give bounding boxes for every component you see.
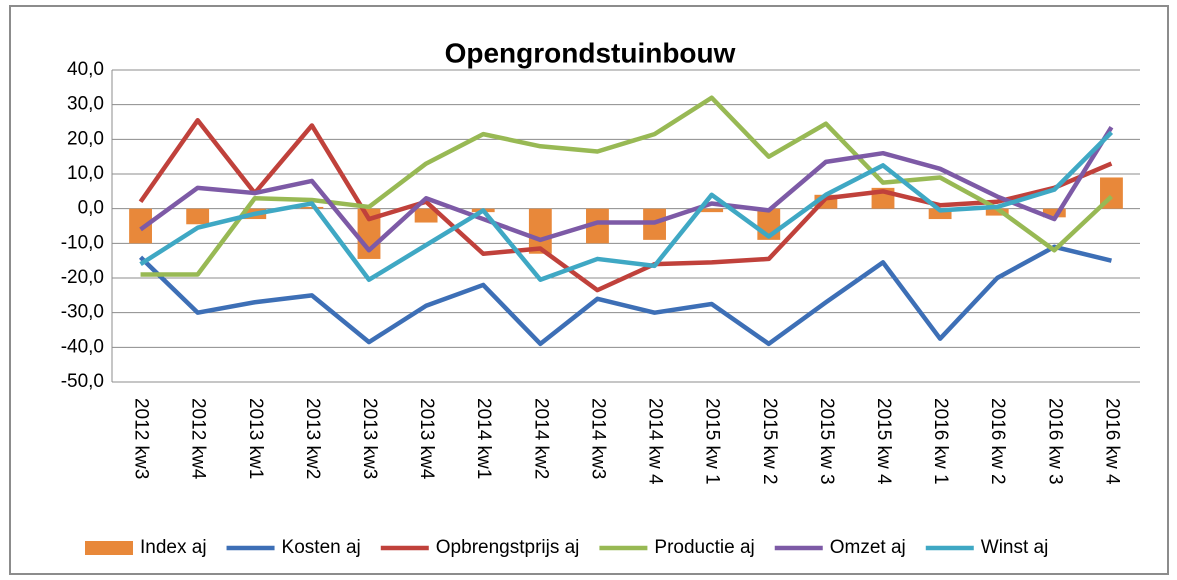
- legend-label: Winst aj: [981, 537, 1049, 558]
- bar: [700, 208, 724, 213]
- x-tick-label: 2015 kw 2: [759, 398, 780, 485]
- y-tick-label: 10,0: [67, 163, 104, 184]
- x-tick-label: 2013 kw4: [416, 398, 437, 480]
- bar: [1042, 208, 1066, 218]
- y-tick-label: 40,0: [67, 59, 104, 80]
- y-tick-label: -20,0: [61, 267, 104, 288]
- legend-swatch: [85, 541, 133, 555]
- bar: [129, 208, 152, 244]
- line-series: [138, 244, 1112, 347]
- bar: [414, 208, 438, 223]
- y-tick-label: 0,0: [78, 198, 104, 219]
- bar: [186, 208, 210, 225]
- line-series: [140, 95, 1113, 277]
- bar: [528, 208, 552, 254]
- x-tick-label: 2012 kw3: [131, 398, 152, 479]
- x-tick-label: 2012 kw4: [188, 398, 209, 480]
- x-tick-label: 2016 kw 1: [930, 398, 951, 485]
- chart-title: Opengrondstuinbouw: [445, 37, 736, 68]
- legend-label: Index aj: [140, 537, 207, 558]
- y-tick-label: -10,0: [61, 232, 104, 253]
- legend-label: Kosten aj: [282, 537, 361, 558]
- x-tick-label: 2014 kw2: [530, 398, 551, 479]
- y-tick-label: 20,0: [67, 128, 104, 149]
- bar: [985, 208, 1009, 216]
- x-tick-label: 2016 kw 2: [987, 398, 1008, 485]
- x-tick-label: 2016 kw 3: [1044, 398, 1065, 485]
- x-tick-label: 2014 kw3: [587, 398, 608, 479]
- y-tick-label: -50,0: [61, 371, 104, 392]
- bar: [300, 206, 324, 209]
- x-tick-label: 2015 kw 1: [702, 398, 723, 485]
- x-tick-label: 2013 kw3: [359, 398, 380, 479]
- line-series: [138, 118, 1113, 293]
- legend-label: Productie aj: [654, 537, 754, 558]
- bar: [586, 208, 609, 244]
- line-series: [139, 126, 1114, 253]
- line-series: [139, 130, 1114, 282]
- x-tick-label: 2014 kw 4: [645, 398, 666, 485]
- chart-frame: [9, 5, 1169, 575]
- x-tick-label: 2014 kw1: [473, 398, 494, 479]
- x-tick-label: 2013 kw1: [245, 398, 266, 479]
- y-tick-label: 30,0: [67, 94, 104, 115]
- legend-label: Omzet aj: [830, 537, 906, 558]
- x-tick-label: 2015 kw 3: [816, 398, 837, 485]
- y-tick-label: -40,0: [61, 336, 104, 357]
- x-tick-label: 2013 kw2: [302, 398, 323, 479]
- x-tick-label: 2016 kw 4: [1101, 398, 1122, 485]
- y-tick-label: -30,0: [61, 302, 104, 323]
- bar: [928, 208, 952, 220]
- legend-label: Opbrengstprijs aj: [436, 537, 580, 558]
- x-tick-label: 2015 kw 4: [873, 398, 894, 485]
